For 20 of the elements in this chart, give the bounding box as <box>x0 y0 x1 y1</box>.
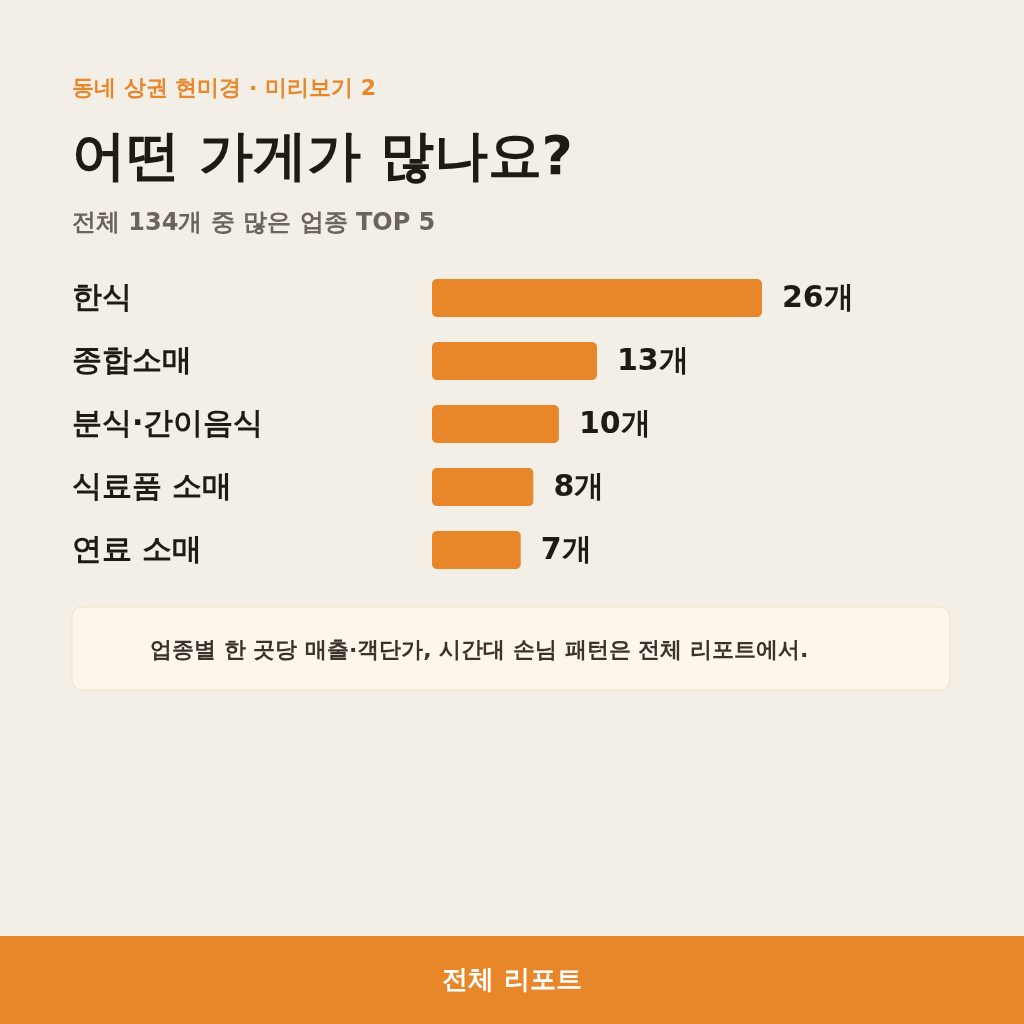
data-label: 10개 <box>578 405 651 440</box>
y-tick-label: 식료품 소매 <box>72 468 233 503</box>
bar <box>432 531 521 569</box>
chart-title: 어떤 가게가 많나요? <box>72 124 573 187</box>
text: 전체 리포트 <box>442 964 582 994</box>
bar <box>432 279 762 317</box>
data-label: 7개 <box>540 531 592 566</box>
text: 동네 상권 현미경 · 미리보기 2 <box>72 75 376 100</box>
chart-subtitle: 전체 134개 중 많은 업종 TOP 5 <box>72 208 436 236</box>
bar <box>432 405 559 443</box>
data-label: 8개 <box>553 468 605 503</box>
y-tick-label: 한식 <box>72 279 132 314</box>
bar <box>432 342 597 380</box>
y-tick-label: 연료 소매 <box>72 531 203 566</box>
text: 업종별 한 곳당 매출·객단가, 시간대 손님 패턴은 전체 리포트에서. <box>150 637 809 662</box>
y-tick-label: 종합소매 <box>72 342 192 377</box>
data-label: 26개 <box>782 279 854 314</box>
y-tick-label: 분식·간이음식 <box>72 405 264 440</box>
bar <box>432 468 534 506</box>
data-label: 13개 <box>617 342 689 377</box>
